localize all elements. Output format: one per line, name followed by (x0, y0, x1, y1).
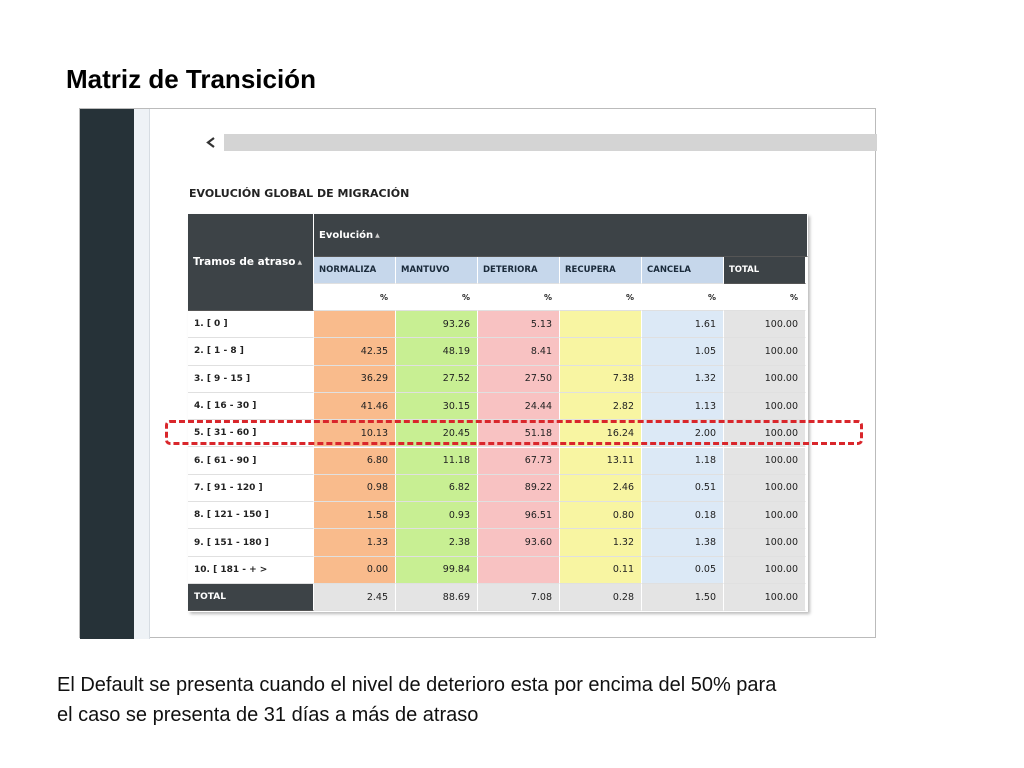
table-cell (314, 311, 396, 339)
table-cell: 1.05 (642, 338, 724, 366)
table-cell: 100.00 (724, 502, 806, 530)
table-cell: 100.00 (724, 338, 806, 366)
table-cell: 0.00 (314, 556, 396, 584)
column-header: MANTUVO (396, 257, 478, 284)
panel-heading: EVOLUCIÓN GLOBAL DE MIGRACIÓN (189, 187, 410, 200)
unit-label: % (642, 284, 724, 311)
table-cell: 93.60 (478, 529, 560, 557)
column-header: CANCELA (642, 257, 724, 284)
row-label: 3. [ 9 - 15 ] (188, 365, 314, 393)
table-cell (560, 338, 642, 366)
table-cell: 24.44 (478, 392, 560, 421)
total-cell: 88.69 (396, 584, 478, 611)
note: El Default se presenta cuando el nivel d… (57, 670, 776, 730)
table-cell: 100.00 (724, 529, 806, 557)
table-cell: 0.93 (396, 502, 478, 530)
row-label: 4. [ 16 - 30 ] (188, 392, 314, 421)
table-cell: 1.32 (642, 365, 724, 393)
row-label: 8. [ 121 - 150 ] (188, 502, 314, 530)
table-cell: 1.18 (642, 447, 724, 475)
table-cell (478, 556, 560, 584)
table-cell: 0.80 (560, 502, 642, 530)
column-header: RECUPERA (560, 257, 642, 284)
total-cell: 1.50 (642, 584, 724, 611)
table-cell: 6.82 (396, 474, 478, 503)
column-header: NORMALIZA (314, 257, 396, 284)
unit-label: % (396, 284, 478, 311)
table-cell: 99.84 (396, 556, 478, 584)
table-cell: 41.46 (314, 392, 396, 421)
sidebar (80, 109, 134, 639)
table-cell: 100.00 (724, 392, 806, 421)
table-cell: 93.26 (396, 311, 478, 339)
table-cell: 96.51 (478, 502, 560, 530)
slide-title: Matriz de Transición (66, 64, 316, 94)
scroll-button[interactable] (188, 134, 224, 151)
table-cell: 89.22 (478, 474, 560, 503)
table-cell (560, 311, 642, 339)
total-cell: 7.08 (478, 584, 560, 611)
row-label: 10. [ 181 - + > (188, 556, 314, 584)
row-label: 2. [ 1 - 8 ] (188, 338, 314, 366)
table-cell: 1.61 (642, 311, 724, 339)
row-label: 6. [ 61 - 90 ] (188, 447, 314, 475)
table-cell: 1.58 (314, 502, 396, 530)
table-cell: 11.18 (396, 447, 478, 475)
table-cell: 2.82 (560, 392, 642, 421)
table-cell: 0.05 (642, 556, 724, 584)
row-label: 7. [ 91 - 120 ] (188, 474, 314, 503)
table-cell: 8.41 (478, 338, 560, 366)
unit-label: % (724, 284, 806, 311)
table-cell: 100.00 (724, 311, 806, 339)
note-line: El Default se presenta cuando el nivel d… (57, 674, 777, 696)
table-cell: 36.29 (314, 365, 396, 393)
table-cell: 1.13 (642, 392, 724, 421)
table-cell: 27.52 (396, 365, 478, 393)
total-cell: 100.00 (724, 584, 806, 611)
table-cell: 5.13 (478, 311, 560, 339)
table-cell: 0.18 (642, 502, 724, 530)
unit-label: % (478, 284, 560, 311)
chevron-icon (206, 137, 215, 148)
table-cell: 48.19 (396, 338, 478, 366)
table-cell: 13.11 (560, 447, 642, 475)
table-cell: 30.15 (396, 392, 478, 421)
row-header: Tramos de atraso ▲ (188, 214, 314, 311)
total-cell: 2.45 (314, 584, 396, 611)
sort-icon[interactable]: ▲ (375, 231, 380, 239)
data-table: Tramos de atraso ▲ Evolución ▲ NORMALIZA MANT… (188, 214, 808, 612)
sort-icon[interactable]: ▲ (297, 258, 303, 266)
unit-label: % (314, 284, 396, 311)
table-cell: 100.00 (724, 365, 806, 393)
column-header: DETERIORA (478, 257, 560, 284)
row-label: 9. [ 151 - 180 ] (188, 529, 314, 557)
table-cell: 100.00 (724, 447, 806, 475)
table-cell: 42.35 (314, 338, 396, 366)
total-cell: 0.28 (560, 584, 642, 611)
table-cell: 6.80 (314, 447, 396, 475)
total-header: TOTAL (724, 257, 806, 284)
table-cell: 0.11 (560, 556, 642, 584)
table-cell: 7.38 (560, 365, 642, 393)
scroll-bar (188, 134, 877, 151)
row-label: 1. [ 0 ] (188, 311, 314, 339)
table-cell: 1.38 (642, 529, 724, 557)
highlight-box (165, 420, 863, 445)
table-cell: 0.98 (314, 474, 396, 503)
table-cell: 27.50 (478, 365, 560, 393)
table-cell: 67.73 (478, 447, 560, 475)
group-header: Evolución ▲ (314, 214, 808, 257)
table-cell: 2.38 (396, 529, 478, 557)
table-cell: 1.32 (560, 529, 642, 557)
table-cell: 2.46 (560, 474, 642, 503)
table-cell: 0.51 (642, 474, 724, 503)
note-line: el caso se presenta de 31 días a más de … (57, 704, 479, 726)
side-strip (134, 109, 150, 639)
unit-label: % (560, 284, 642, 311)
table-cell: 100.00 (724, 556, 806, 584)
table-cell: 1.33 (314, 529, 396, 557)
total-label: TOTAL (188, 584, 314, 611)
table-cell: 100.00 (724, 474, 806, 503)
